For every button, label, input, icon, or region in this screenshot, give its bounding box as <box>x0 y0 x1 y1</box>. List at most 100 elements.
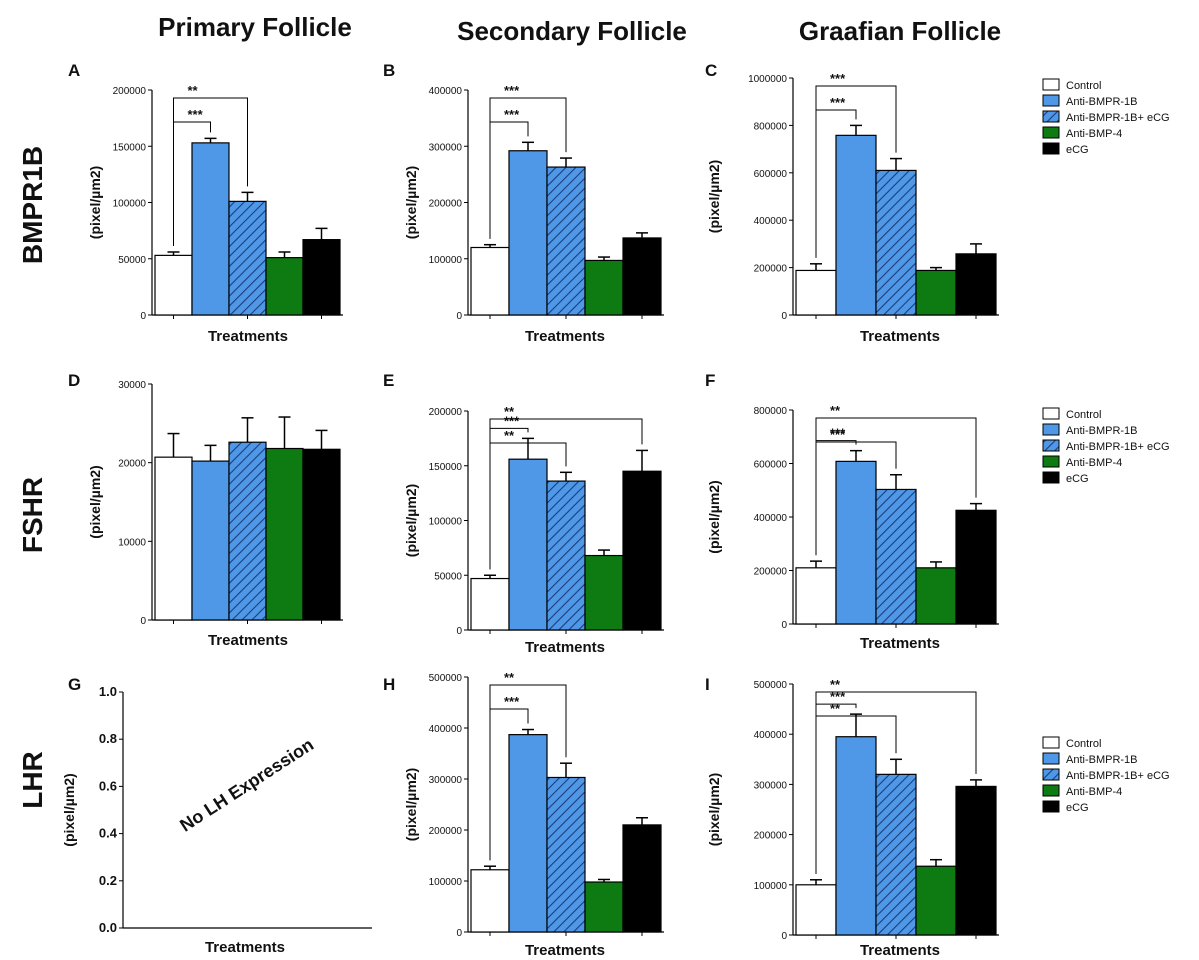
panel-e: E 0 50000 100000 150000 200000 (pixel/µm2) Trea… <box>383 371 664 656</box>
y-axis-label: (pixel/µm2) <box>706 773 722 846</box>
bar-anti-bmpr-1b <box>191 142 230 316</box>
significance-label: ** <box>504 428 515 443</box>
y-tick-label: 0 <box>140 311 146 322</box>
panel-label: H <box>383 675 395 694</box>
y-tick-label: 0.4 <box>99 826 118 841</box>
legend-swatch <box>1042 752 1060 765</box>
significance-label: ** <box>504 670 515 685</box>
y-tick-label: 100000 <box>429 877 463 888</box>
y-tick-label: 0.2 <box>99 873 117 888</box>
legend-swatch <box>1042 142 1060 155</box>
legend-swatch <box>1042 455 1060 468</box>
significance-bracket <box>815 691 977 874</box>
y-tick-label: 0 <box>456 928 462 939</box>
bar-anti-bmpr-1b-ecg <box>875 773 917 936</box>
bar-anti-bmpr-1b-ecg <box>546 776 586 933</box>
panel-label: A <box>68 61 80 80</box>
significance-label: ** <box>830 677 841 692</box>
y-tick-label: 300000 <box>429 142 463 153</box>
panel-label: C <box>705 61 717 80</box>
significance-bracket <box>489 684 567 861</box>
x-axis-label: Treatments <box>208 632 288 649</box>
y-tick-label: 0.8 <box>99 731 117 746</box>
y-tick-label: 0.6 <box>99 778 117 793</box>
panel-f: F 0 200000 400000 600000 800000 (pixel/µm2) Tre… <box>705 371 999 652</box>
significance-label: *** <box>504 107 520 122</box>
y-tick-label: 400000 <box>754 216 788 227</box>
bar-control <box>470 577 510 631</box>
y-tick-label: 600000 <box>754 169 788 180</box>
y-tick-label: 100000 <box>113 199 147 210</box>
panel-i: I 0 100000 200000 300000 400000 500000 (pixel/µ… <box>705 675 999 959</box>
significance-label: *** <box>830 426 846 441</box>
panel-label: G <box>68 675 81 694</box>
y-tick-label: 0 <box>456 626 462 637</box>
bar-anti-bmp-4 <box>265 257 304 316</box>
bar-anti-bmp-4 <box>915 269 957 316</box>
significance-label: *** <box>830 71 846 86</box>
bar-ecg <box>955 253 997 316</box>
bar-control <box>795 884 837 936</box>
x-axis-label: Treatments <box>525 328 605 345</box>
bar-control <box>795 567 837 625</box>
legend-swatch <box>1042 471 1060 484</box>
panels: A 0 50000 100000 150000 200000 (pixel/µm2) Trea… <box>61 61 999 959</box>
row-title-lhr: LHR <box>17 751 48 809</box>
significance-label: ** <box>830 701 841 716</box>
significance-label: *** <box>504 694 520 709</box>
y-tick-label: 200000 <box>429 826 463 837</box>
bar-anti-bmpr-1b-ecg <box>228 441 267 621</box>
bar-anti-bmpr-1b <box>508 458 548 631</box>
panel-label: I <box>705 675 710 694</box>
y-axis-label: (pixel/µm2) <box>87 166 103 239</box>
significance-label: *** <box>830 95 846 110</box>
y-tick-label: 200000 <box>754 831 788 842</box>
bar-anti-bmpr-1b-ecg <box>546 480 586 631</box>
bar-anti-bmpr-1b <box>835 736 877 936</box>
legend-label: Control <box>1066 409 1101 421</box>
bar-anti-bmp-4 <box>584 259 624 316</box>
y-tick-label: 0 <box>781 311 787 322</box>
y-axis-label: (pixel/µm2) <box>403 166 419 239</box>
bar-anti-bmpr-1b <box>191 460 230 621</box>
panel-d: D 0 10000 20000 30000 (pixel/µm2) Treatments <box>68 371 343 649</box>
bar-anti-bmp-4 <box>265 447 304 621</box>
x-axis-label: Treatments <box>205 939 285 956</box>
y-tick-label: 0 <box>456 311 462 322</box>
y-tick-label: 30000 <box>118 380 146 391</box>
y-tick-label: 100000 <box>429 517 463 528</box>
bar-ecg <box>955 509 997 625</box>
y-tick-label: 200000 <box>754 567 788 578</box>
y-tick-label: 0 <box>781 620 787 631</box>
legends: Control Anti-BMPR-1B Anti-BMPR-1B+ eCG Anti… <box>1042 78 1170 814</box>
x-axis-label: Treatments <box>860 942 940 959</box>
legend-swatch <box>1042 736 1060 749</box>
x-axis-label: Treatments <box>525 942 605 959</box>
legend-label: Anti-BMPR-1B <box>1066 425 1138 437</box>
bar-ecg <box>622 237 662 316</box>
y-tick-label: 800000 <box>754 121 788 132</box>
bar-anti-bmpr-1b-ecg <box>875 169 917 316</box>
legend-label: Control <box>1066 80 1101 92</box>
significance-label: ** <box>504 404 515 419</box>
bar-anti-bmp-4 <box>584 881 624 933</box>
y-tick-label: 1.0 <box>99 684 117 699</box>
legend-swatch <box>1042 110 1060 123</box>
legend-swatch <box>1042 784 1060 797</box>
panel-label: E <box>383 371 394 390</box>
y-tick-label: 150000 <box>113 142 147 153</box>
legend-swatch <box>1042 94 1060 107</box>
y-tick-label: 0 <box>140 616 146 627</box>
panel-label: B <box>383 61 395 80</box>
significance-label: *** <box>830 427 846 442</box>
legend-swatch <box>1042 439 1060 452</box>
y-axis-label: (pixel/µm2) <box>87 465 103 538</box>
significance-label: *** <box>504 413 520 428</box>
y-tick-label: 50000 <box>434 571 462 582</box>
panel-label: F <box>705 371 715 390</box>
significance-bracket <box>489 418 643 570</box>
bar-ecg <box>302 448 341 621</box>
bar-anti-bmp-4 <box>584 554 624 631</box>
legend-swatch <box>1042 407 1060 420</box>
y-tick-label: 50000 <box>118 255 146 266</box>
